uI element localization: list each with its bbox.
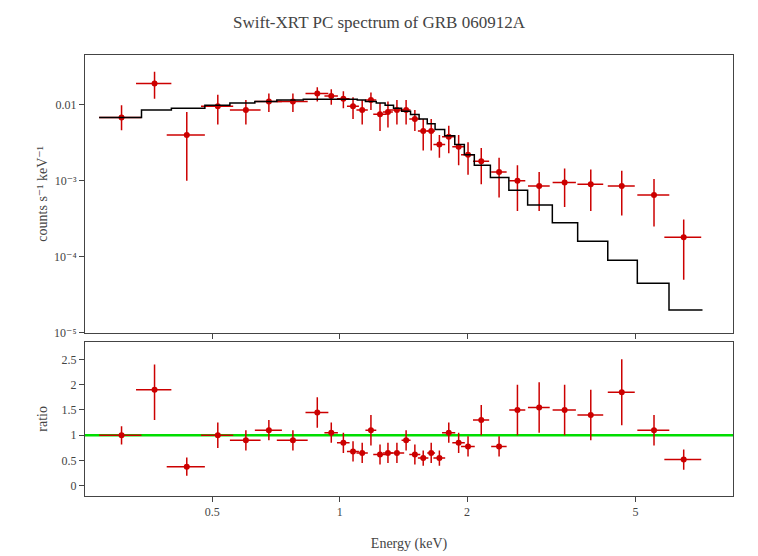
svg-text:1: 1 xyxy=(337,505,343,519)
svg-text:2: 2 xyxy=(464,505,470,519)
svg-text:0.5: 0.5 xyxy=(62,454,77,468)
svg-text:10⁻⁴: 10⁻⁴ xyxy=(54,250,77,264)
svg-text:5: 5 xyxy=(632,505,638,519)
svg-text:0.5: 0.5 xyxy=(205,505,220,519)
svg-text:Energy (keV): Energy (keV) xyxy=(371,536,448,552)
svg-text:2.5: 2.5 xyxy=(62,353,77,367)
svg-text:counts s⁻¹ keV⁻¹: counts s⁻¹ keV⁻¹ xyxy=(35,146,50,242)
svg-text:0: 0 xyxy=(71,479,77,493)
svg-text:10⁻⁵: 10⁻⁵ xyxy=(54,326,77,340)
svg-text:0.01: 0.01 xyxy=(56,98,77,112)
svg-text:2: 2 xyxy=(71,378,77,392)
svg-text:Swift-XRT PC spectrum of GRB 0: Swift-XRT PC spectrum of GRB 060912A xyxy=(233,13,526,32)
svg-text:ratio: ratio xyxy=(35,406,50,432)
svg-text:1.5: 1.5 xyxy=(62,403,77,417)
svg-text:1: 1 xyxy=(71,428,77,442)
svg-text:10⁻³: 10⁻³ xyxy=(55,174,77,188)
